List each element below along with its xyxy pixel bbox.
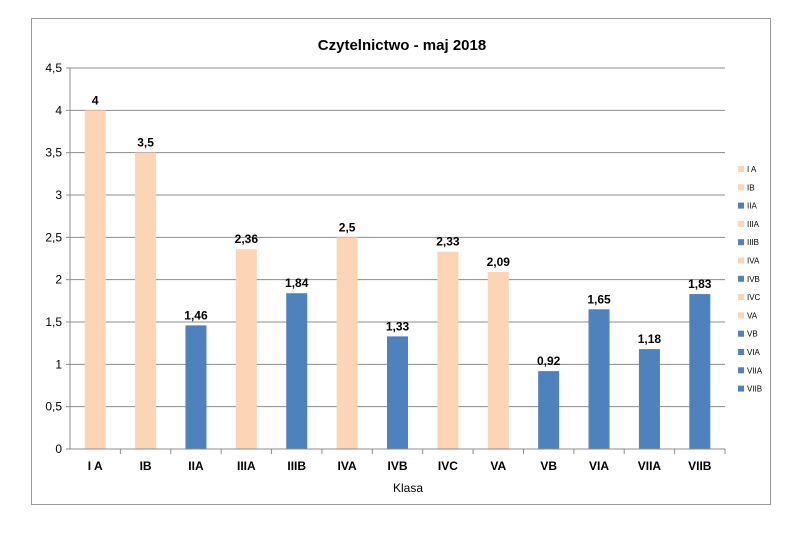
data-label: 2,33 xyxy=(436,235,460,249)
legend-label: I A xyxy=(747,165,757,174)
y-tick-label: 3 xyxy=(55,188,62,202)
legend-swatch xyxy=(738,276,744,282)
x-axis-title: Klasa xyxy=(393,481,423,495)
data-label: 1,33 xyxy=(386,319,410,333)
y-tick-label: 0 xyxy=(55,442,62,456)
legend-label: IVA xyxy=(747,257,760,266)
legend-swatch xyxy=(738,221,744,227)
legend-label: IIA xyxy=(747,202,757,211)
y-tick-label: 2 xyxy=(55,273,62,287)
legend-label: IIIB xyxy=(747,238,759,247)
x-tick-label: VA xyxy=(490,459,506,473)
chart-title: Czytelnictwo - maj 2018 xyxy=(318,37,486,54)
data-label: 1,46 xyxy=(184,308,208,322)
x-tick-label: IIIA xyxy=(237,459,256,473)
x-tick-label: VIIA xyxy=(638,459,662,473)
legend-swatch xyxy=(738,331,744,337)
legend-swatch xyxy=(738,312,744,318)
bar xyxy=(488,272,509,449)
y-tick-label: 1,5 xyxy=(45,315,62,329)
data-label: 1,83 xyxy=(688,277,712,291)
bar xyxy=(337,237,358,449)
legend-label: IVB xyxy=(747,275,760,284)
data-labels: 4 3,5 1,46 2,36 1,84 2,5 1,33 2,33 2,09 0,92 1,65 1… xyxy=(92,93,712,368)
legend-label: IIIA xyxy=(747,220,760,229)
legend-label: VA xyxy=(747,311,758,320)
chart-frame: Czytelnictwo - maj 2018 Klasa 4 3,5 1,46 2,… xyxy=(31,18,771,505)
bar xyxy=(286,293,307,449)
legend-label: IVC xyxy=(747,293,761,302)
data-label: 2,36 xyxy=(235,232,259,246)
legend-swatch xyxy=(738,203,744,209)
legend: I A IB IIA IIIA IIIB IVA IVB IVC VA VB VIA VIIA VIIB xyxy=(738,165,763,394)
x-tick-label: VB xyxy=(540,459,557,473)
x-tick-label: I A xyxy=(88,459,103,473)
legend-label: VIIB xyxy=(747,385,762,394)
x-tick-label: VIA xyxy=(589,459,609,473)
bar xyxy=(185,325,206,449)
bar xyxy=(387,336,408,449)
data-label: 1,18 xyxy=(638,332,662,346)
x-tick-label: IVC xyxy=(438,459,458,473)
bar xyxy=(589,309,610,449)
data-label: 2,09 xyxy=(487,255,511,269)
y-tick-label: 2,5 xyxy=(45,230,62,244)
y-tick-label: 1 xyxy=(55,357,62,371)
legend-swatch xyxy=(738,386,744,392)
legend-swatch xyxy=(738,239,744,245)
bar xyxy=(639,349,660,449)
data-label: 2,5 xyxy=(339,220,356,234)
data-label: 4 xyxy=(92,93,99,107)
legend-swatch xyxy=(738,166,744,172)
legend-label: VB xyxy=(747,330,758,339)
legend-swatch xyxy=(738,367,744,373)
legend-swatch xyxy=(738,258,744,264)
y-tick-label: 4,5 xyxy=(45,61,62,75)
x-tick-label: IIA xyxy=(188,459,204,473)
bar xyxy=(689,294,710,449)
x-tick-label: IVA xyxy=(338,459,357,473)
data-label: 0,92 xyxy=(537,354,561,368)
data-label: 3,5 xyxy=(137,136,154,150)
legend-label: IB xyxy=(747,183,755,192)
bar xyxy=(437,252,458,449)
y-tick-label: 3,5 xyxy=(45,146,62,160)
legend-swatch xyxy=(738,349,744,355)
y-tick-label: 0,5 xyxy=(45,400,62,414)
y-tick-label: 4 xyxy=(55,103,62,117)
x-tick-label: IVB xyxy=(387,459,407,473)
bar-chart: Czytelnictwo - maj 2018 Klasa 4 3,5 1,46 2,… xyxy=(32,19,772,506)
data-label: 1,65 xyxy=(587,292,611,306)
legend-swatch xyxy=(738,294,744,300)
x-tick-label: VIIB xyxy=(688,459,712,473)
legend-label: VIA xyxy=(747,348,761,357)
legend-swatch xyxy=(738,184,744,190)
bar xyxy=(135,153,156,449)
bar xyxy=(236,249,257,449)
bar xyxy=(538,371,559,449)
data-label: 1,84 xyxy=(285,276,309,290)
legend-label: VIIA xyxy=(747,366,763,375)
x-tick-label: IIIB xyxy=(287,459,306,473)
x-tick-label: IB xyxy=(140,459,152,473)
bar xyxy=(85,110,106,449)
